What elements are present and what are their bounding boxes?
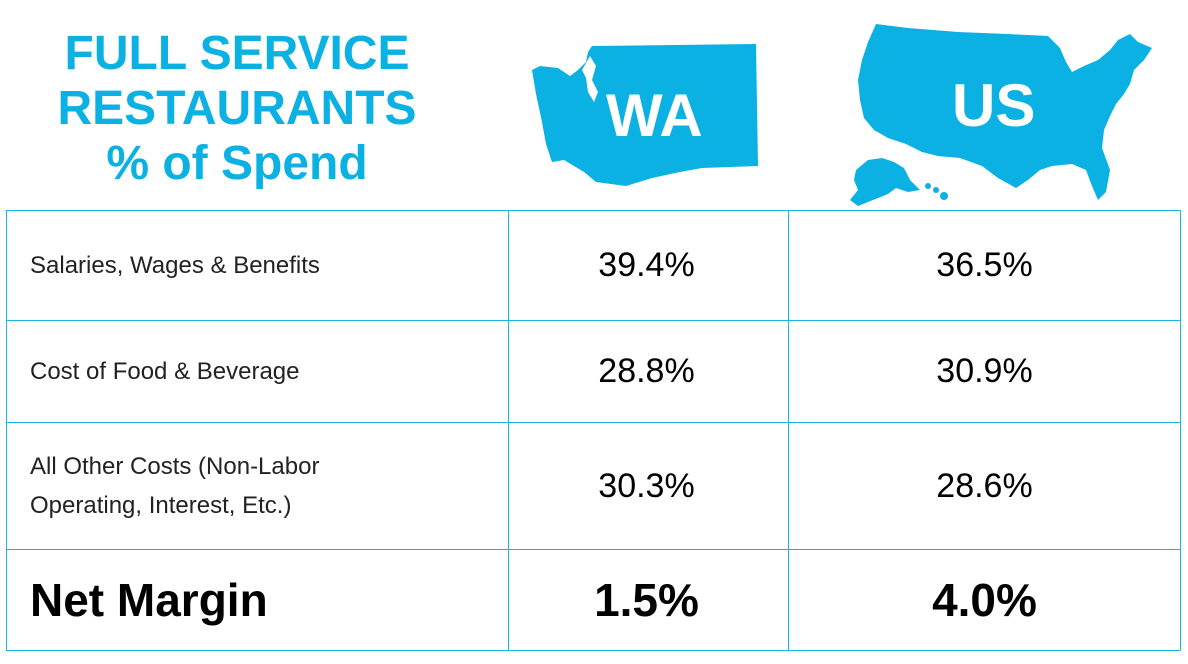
row-label-food-beverage: Cost of Food & Beverage [6,320,509,423]
row-label-net-margin: Net Margin [6,549,509,651]
table-row: Salaries, Wages & Benefits 39.4% 36.5% [6,210,1181,321]
wa-value-other-costs: 30.3% [508,422,789,550]
row-label-other-costs: All Other Costs (Non-Labor Operating, In… [6,422,509,550]
spend-table: Salaries, Wages & Benefits 39.4% 36.5% C… [6,210,1181,651]
wa-column-label: WA [606,82,703,149]
us-value-salaries: 36.5% [788,210,1181,321]
table-row: All Other Costs (Non-Labor Operating, In… [6,422,1181,550]
row-label-other-costs-line-1: All Other Costs (Non-Labor [30,453,320,480]
title-line-2: RESTAURANTS [57,82,417,135]
wa-value-salaries: 39.4% [508,210,789,321]
us-value-other-costs: 28.6% [788,422,1181,550]
row-label-other-costs-line-2: Operating, Interest, Etc.) [30,492,292,519]
us-column-label: US [952,72,1036,139]
united-states-map-icon [850,24,1152,206]
us-value-food-beverage: 30.9% [788,320,1181,423]
us-value-net-margin: 4.0% [788,549,1181,651]
washington-state-map-icon [532,44,758,186]
page-title: FULL SERVICE RESTAURANTS % of Spend [12,26,462,191]
wa-value-food-beverage: 28.8% [508,320,789,423]
table-row: Cost of Food & Beverage 28.8% 30.9% [6,320,1181,423]
row-label-salaries: Salaries, Wages & Benefits [6,210,509,321]
wa-value-net-margin: 1.5% [508,549,789,651]
table-row: Net Margin 1.5% 4.0% [6,549,1181,651]
title-line-3: % of Spend [106,137,368,190]
title-line-1: FULL SERVICE [64,27,410,80]
